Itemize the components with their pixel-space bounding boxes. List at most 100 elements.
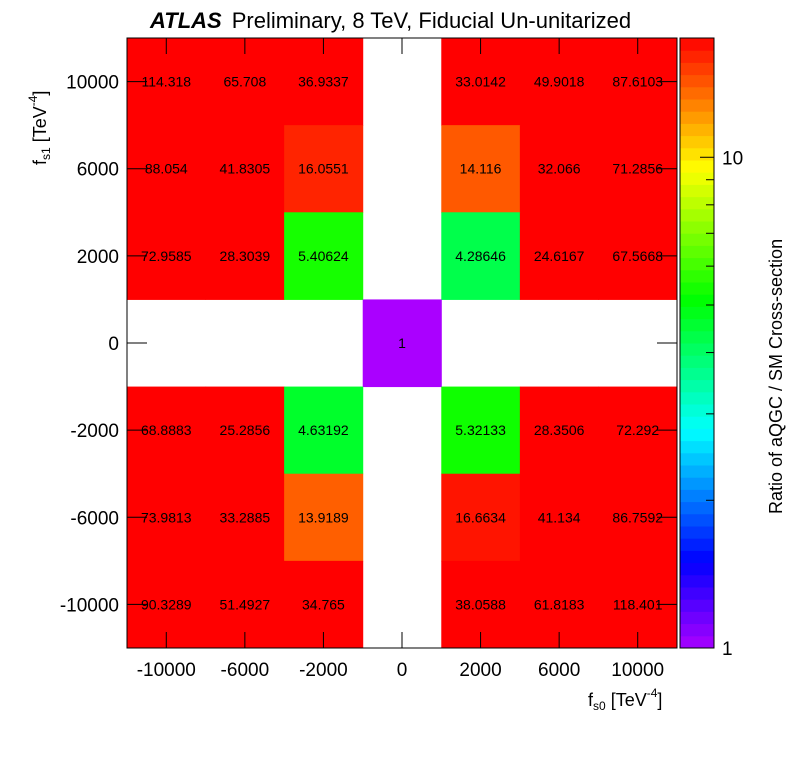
heatmap-cell [284,125,364,213]
colorbar-segment [680,282,714,295]
colorbar-segment [680,489,714,503]
cell-value-label: 36.9337 [298,74,349,90]
colorbar-segment [680,416,714,429]
colorbar-segment [680,538,714,551]
cell-value-label: 73.9813 [141,509,192,525]
cell-value-label: 86.7592 [612,509,663,525]
cell-value-label: 13.9189 [298,509,349,525]
cell-value-label: 87.6103 [612,74,663,90]
colorbar-segment [680,172,714,185]
colorbar-segment [680,513,714,527]
cell-value-label: 16.6634 [455,509,506,525]
colorbar-segment [680,196,714,210]
heatmap-cell [441,386,521,475]
cell-value-label: 34.765 [302,596,345,612]
cell-value-label: 5.32133 [455,422,506,438]
colorbar-segment [680,367,714,381]
colorbar-segment [680,74,714,88]
cell-value-label: 14.116 [460,161,502,177]
colorbar-segment [680,428,714,442]
x-tick-label: 10000 [611,660,664,681]
cell-value-label: 41.8305 [220,161,271,177]
atlas-label: ATLAS [150,8,222,33]
cell-value-label: 33.2885 [220,509,271,525]
colorbar-segment [680,599,714,612]
colorbar-segment [680,574,714,588]
heatmap-cell [441,125,521,213]
cell-value-label: 38.0588 [455,596,506,612]
heatmap-cell [205,125,285,213]
heatmap-cell [519,473,599,562]
colorbar-segment [680,294,714,307]
colorbar-segment [680,208,714,222]
heatmap-cell [205,473,285,562]
colorbar-segment [680,50,714,63]
colorbar-segment [680,99,714,112]
colorbar-segment [680,306,714,320]
cell-value-label: 88.054 [145,161,188,177]
colorbar-segment [680,86,714,100]
heatmap-cell [362,299,442,388]
cell-value-label: 33.0142 [455,74,506,90]
cell-value-label: 72.292 [616,422,659,438]
x-tick-label: 6000 [538,660,580,681]
x-tick-label: 2000 [459,660,501,681]
cell-value-label: 71.2856 [612,161,663,177]
y-tick-label: 2000 [77,247,119,268]
colorbar-segment [680,160,714,173]
y-tick-label: -10000 [60,595,119,616]
cell-value-label: 5.40624 [298,248,349,264]
heatmap-cell [284,212,364,300]
colorbar-segment [680,330,714,344]
cell-value-label: 24.6167 [534,248,585,264]
cell-value-label: 25.2856 [220,422,271,438]
heatmap-cell [205,386,285,475]
colorbar-segment [680,562,714,576]
cell-value-label: 68.8883 [141,422,192,438]
heatmap-cell [441,473,521,562]
heatmap-cell [205,212,285,300]
y-tick-label: 6000 [77,160,119,181]
x-tick-label: 0 [397,660,408,681]
y-tick-label: 0 [108,334,119,355]
colorbar-segment [680,635,714,649]
title-subtitle: Preliminary, 8 TeV, Fiducial Un-unitariz… [231,8,632,33]
colorbar-segment [680,379,714,393]
colorbar-segment [680,38,714,51]
colorbar-tick-label: 10 [722,148,743,169]
colorbar-segment [680,135,714,149]
colorbar-segment [680,623,714,637]
heatmap-cell [519,386,599,475]
colorbar-segment [680,245,714,259]
cell-value-label: 49.9018 [534,74,585,90]
cell-value-label: 118.401 [613,596,663,612]
colorbar-segment [680,526,714,539]
heatmap-cell [519,125,599,213]
colorbar-segment [680,452,714,466]
x-tick-label: -2000 [299,660,348,681]
colorbar-segment [680,257,714,271]
colorbar-segment [680,404,714,417]
colorbar-segment [680,233,714,246]
heatmap-cell [519,212,599,300]
cell-value-label: 65.708 [223,74,266,90]
y-tick-label: -6000 [70,508,119,529]
colorbar-segment [680,477,714,490]
cell-value-label: 61.8183 [534,596,585,612]
colorbar-segment [680,465,714,478]
cell-value-label: 41.134 [538,509,581,525]
cell-value-label: 4.63192 [298,422,349,438]
cell-value-label: 1 [398,335,406,351]
colorbar-segment [680,343,714,356]
colorbar-frame [679,37,715,649]
colorbar-segment [680,221,714,234]
colorbar-segment [680,611,714,625]
y-tick-label: -2000 [70,421,119,442]
colorbar-segment [680,391,714,405]
cell-value-label: 28.3039 [220,248,271,264]
x-axis-label: fs0 [TeV-4] [588,686,663,713]
cell-value-label: 28.3506 [534,422,585,438]
colorbar-segment [680,62,714,76]
colorbar-segment [680,184,714,198]
